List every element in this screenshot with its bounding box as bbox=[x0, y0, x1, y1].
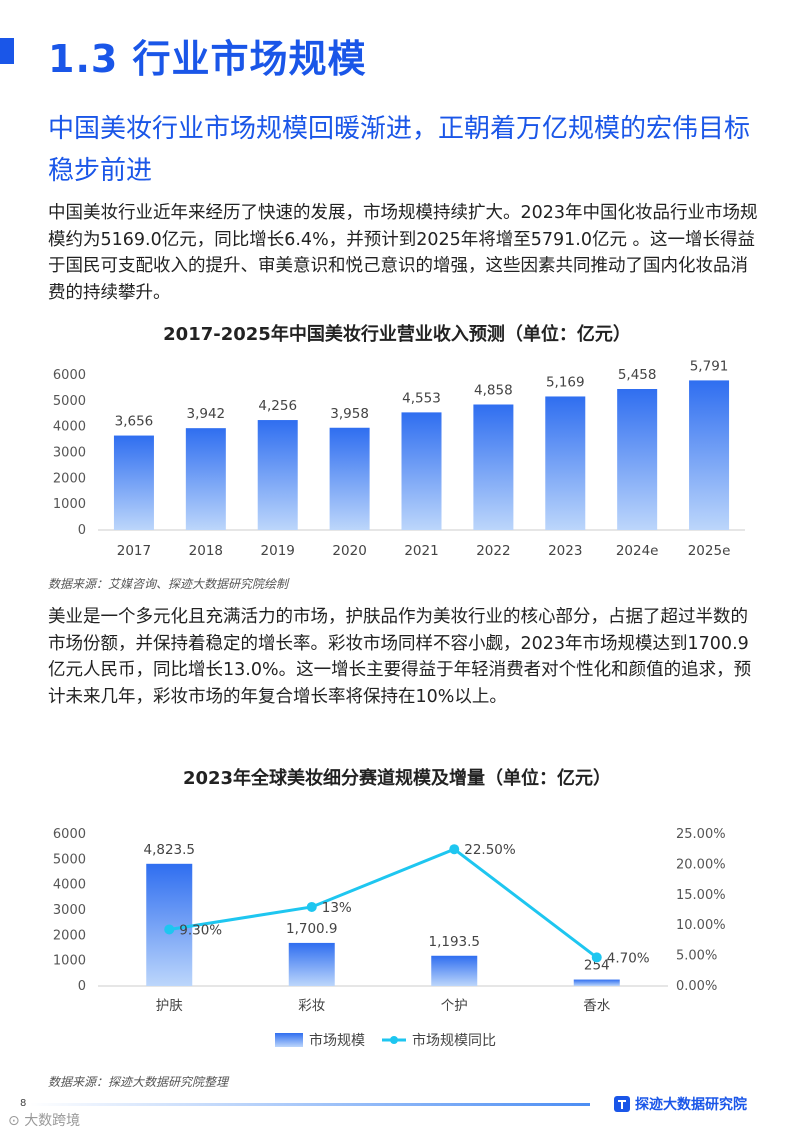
chart2-title: 2023年全球美妆细分赛道规模及增量（单位：亿元） bbox=[182, 768, 612, 789]
data-label: 4,858 bbox=[474, 383, 513, 399]
brand-logo: 探迹大数据研究院 bbox=[614, 1094, 747, 1114]
bar bbox=[185, 428, 226, 530]
x-tick-label: 2022 bbox=[476, 543, 510, 559]
data-label: 5,169 bbox=[546, 374, 585, 390]
y-right-tick-label: 5.00% bbox=[676, 949, 717, 964]
line-data-label: 22.50% bbox=[464, 842, 516, 858]
bar-data-label: 4,823.5 bbox=[143, 842, 195, 858]
paragraph-intro: 中国美妆行业近年来经历了快速的发展，市场规模持续扩大。2023年中国化妆品行业市… bbox=[48, 203, 758, 303]
growth-point bbox=[591, 952, 602, 963]
growth-line bbox=[169, 847, 598, 959]
legend-line-marker bbox=[390, 1036, 398, 1044]
data-label: 5,458 bbox=[618, 367, 657, 383]
bar bbox=[329, 427, 370, 530]
y-tick-label: 3000 bbox=[53, 446, 86, 461]
bar bbox=[257, 420, 298, 530]
brand-name: 探迹大数据研究院 bbox=[635, 1097, 747, 1113]
y-left-tick-label: 6000 bbox=[53, 827, 86, 842]
bar bbox=[288, 942, 335, 986]
x-tick-label: 2020 bbox=[332, 543, 366, 559]
legend-bar-label: 市场规模 bbox=[309, 1032, 365, 1049]
section-subtitle: 中国美妆行业市场规模回暖渐进，正朝着万亿规模的宏伟目标稳步前进 bbox=[48, 114, 751, 186]
bar-data-label: 1,700.9 bbox=[286, 921, 338, 937]
y-left-tick-label: 1000 bbox=[53, 954, 86, 969]
y-tick-label: 6000 bbox=[53, 368, 86, 383]
chart1-source: 数据来源：艾媒咨询、探迹大数据研究院绘制 bbox=[48, 577, 289, 591]
data-label: 3,656 bbox=[115, 414, 154, 430]
x-tick-label: 护肤 bbox=[156, 998, 183, 1014]
y-left-tick-label: 4000 bbox=[53, 878, 86, 893]
segment-size-chart: 0 1000 2000 3000 4000 5000 6000 0.00% 5.00% 10.00… bbox=[53, 827, 726, 1049]
chart1-title: 2017-2025年中国美妆行业营业收入预测（单位：亿元） bbox=[163, 324, 631, 345]
line-data-label: 13% bbox=[322, 900, 352, 916]
watermark: ⊙ 大数跨境 bbox=[8, 1113, 81, 1129]
y-right-tick-label: 25.00% bbox=[676, 827, 726, 842]
x-tick-label: 2025e bbox=[688, 543, 731, 559]
y-left-tick-label: 5000 bbox=[53, 852, 86, 867]
y-left-tick-label: 0 bbox=[78, 979, 86, 994]
growth-point bbox=[449, 844, 460, 855]
bar-data-label: 1,193.5 bbox=[428, 934, 480, 950]
brand-icon bbox=[614, 1096, 630, 1112]
bar bbox=[473, 404, 514, 530]
data-label: 4,256 bbox=[258, 398, 297, 414]
y-right-tick-label: 20.00% bbox=[676, 857, 726, 872]
data-label: 4,553 bbox=[402, 390, 441, 406]
bar bbox=[573, 979, 620, 986]
data-label: 3,942 bbox=[187, 406, 226, 422]
x-tick-label: 个护 bbox=[441, 998, 468, 1014]
title-accent-bar bbox=[0, 38, 14, 64]
bar bbox=[545, 396, 586, 530]
x-tick-label: 2023 bbox=[548, 543, 582, 559]
chart2-source: 数据来源：探迹大数据研究院整理 bbox=[48, 1075, 229, 1089]
x-tick-label: 2024e bbox=[616, 543, 659, 559]
x-tick-label: 2018 bbox=[189, 543, 223, 559]
y-right-tick-label: 10.00% bbox=[676, 918, 726, 933]
y-left-tick-label: 2000 bbox=[53, 928, 86, 943]
bar bbox=[113, 435, 154, 530]
y-tick-label: 4000 bbox=[53, 420, 86, 435]
growth-point bbox=[164, 924, 175, 935]
y-tick-label: 1000 bbox=[53, 497, 86, 512]
bar bbox=[689, 380, 730, 530]
x-tick-label: 2019 bbox=[261, 543, 295, 559]
x-tick-label: 2017 bbox=[117, 543, 151, 559]
footer-divider bbox=[30, 1103, 590, 1106]
x-tick-label: 彩妆 bbox=[298, 998, 325, 1014]
y-tick-label: 2000 bbox=[53, 471, 86, 486]
bar bbox=[431, 955, 478, 986]
paragraph-segments: 美业是一个多元化且充满活力的市场，护肤品作为美妆行业的核心部分，占据了超过半数的… bbox=[48, 607, 752, 707]
y-tick-label: 0 bbox=[78, 523, 86, 538]
line-data-label: 9.30% bbox=[179, 922, 222, 938]
revenue-forecast-chart: 0 1000 2000 3000 4000 5000 6000 3,656 2017 3,942 2… bbox=[53, 358, 745, 559]
x-tick-label: 2021 bbox=[404, 543, 438, 559]
bar bbox=[401, 412, 442, 530]
page-title: 1.3 行业市场规模 bbox=[48, 37, 367, 81]
legend-bar-swatch bbox=[275, 1033, 303, 1047]
legend-line-label: 市场规模同比 bbox=[412, 1032, 496, 1049]
growth-point bbox=[306, 901, 317, 912]
y-tick-label: 5000 bbox=[53, 394, 86, 409]
y-right-tick-label: 15.00% bbox=[676, 888, 726, 903]
y-right-tick-label: 0.00% bbox=[676, 979, 717, 994]
data-label: 3,958 bbox=[330, 406, 369, 422]
data-label: 5,791 bbox=[690, 358, 729, 374]
bar-data-label: 254 bbox=[584, 958, 610, 974]
watermark-text: 大数跨境 bbox=[24, 1113, 81, 1129]
x-tick-label: 香水 bbox=[583, 998, 611, 1014]
y-left-tick-label: 3000 bbox=[53, 903, 86, 918]
page-number: 8 bbox=[20, 1098, 27, 1109]
bar bbox=[617, 389, 658, 530]
line-data-label: 4.70% bbox=[607, 950, 650, 966]
